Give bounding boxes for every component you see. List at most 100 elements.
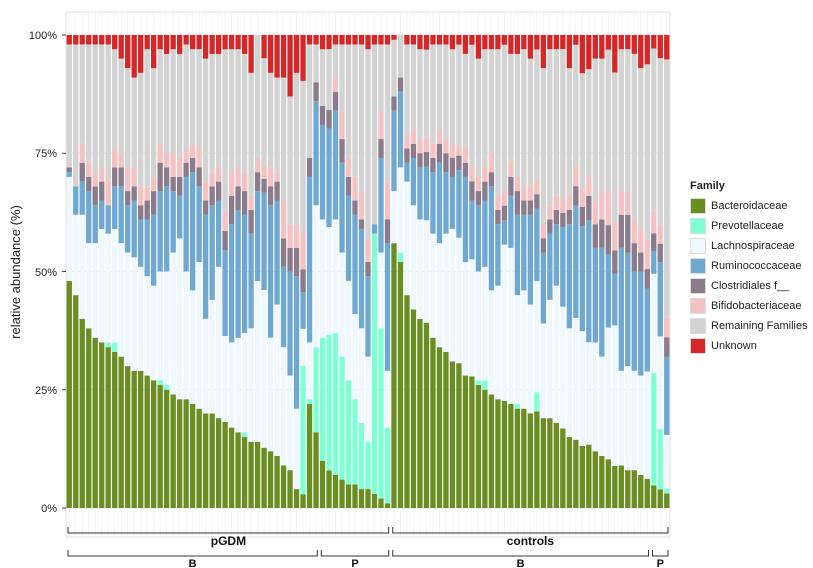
bar-segment-clostridiales-f xyxy=(176,176,183,196)
legend-item-remaining-families: Remaining Families xyxy=(690,316,808,336)
bar-segment-ruminococcaceae xyxy=(430,172,436,234)
bar-segment-lachnospiraceae xyxy=(521,290,527,409)
bar-segment-ruminococcaceae xyxy=(612,273,618,326)
bar-segment-lachnospiraceae xyxy=(547,299,553,419)
bar-segment-ruminococcaceae xyxy=(547,233,553,300)
bar-segment-remaining-families xyxy=(170,49,176,154)
bar-segment-bifidobacteriaceae xyxy=(664,317,670,338)
bar-segment-unknown xyxy=(534,35,540,50)
bar-segment-bifidobacteriaceae xyxy=(79,143,85,163)
bar-segment-unknown xyxy=(365,35,371,50)
bar-segment-ruminococcaceae xyxy=(105,205,111,234)
bar-segment-clostridiales-f xyxy=(482,181,488,201)
bar-segment-prevotellaceae xyxy=(475,380,482,386)
bar-segment-remaining-families xyxy=(651,48,657,211)
bar-segment-unknown xyxy=(540,35,547,69)
bar-segment-ruminococcaceae xyxy=(456,170,462,238)
bar-segment-clostridiales-f xyxy=(469,181,475,201)
bar-segment-unknown xyxy=(644,35,650,65)
bar-segment-unknown xyxy=(391,35,397,40)
bar-segment-bacteroidaceae xyxy=(86,328,92,508)
bar-segment-unknown xyxy=(371,35,378,45)
bar-segment-bacteroidaceae xyxy=(657,489,663,508)
bar-segment-ruminococcaceae xyxy=(228,224,235,343)
bar-segment-remaining-families xyxy=(209,53,215,173)
bar-segment-unknown xyxy=(196,35,202,50)
bar-segment-clostridiales-f xyxy=(599,219,605,248)
bar-segment-remaining-families xyxy=(138,72,144,187)
bar-segment-remaining-families xyxy=(313,44,319,83)
bar-segment-ruminococcaceae xyxy=(189,172,196,291)
bar-segment-unknown xyxy=(118,35,124,59)
bar-segment-unknown xyxy=(280,35,287,78)
bar-segment-unknown xyxy=(112,35,118,50)
bar-segment-unknown xyxy=(352,35,358,45)
bar-segment-remaining-families xyxy=(92,44,98,173)
bar-segment-bifidobacteriaceae xyxy=(118,153,124,168)
bar-segment-lachnospiraceae xyxy=(222,336,228,422)
legend-title: Family xyxy=(690,180,725,192)
bar-segment-clostridiales-f xyxy=(534,194,540,209)
bar-segment-unknown xyxy=(612,35,618,73)
bar-segment-clostridiales-f xyxy=(326,109,332,129)
bar-segment-ruminococcaceae xyxy=(196,186,202,263)
bar-segment-clostridiales-f xyxy=(151,191,157,215)
bar-segment-bacteroidaceae xyxy=(410,309,417,508)
bar-segment-prevotellaceae xyxy=(384,427,391,504)
bar-segment-clostridiales-f xyxy=(287,247,293,272)
bar-segment-bacteroidaceae xyxy=(319,460,326,508)
bar-segment-clostridiales-f xyxy=(131,186,137,201)
bar-segment-clostridiales-f xyxy=(66,167,72,173)
bar-segment-bifidobacteriaceae xyxy=(189,143,196,158)
bar-segment-ruminococcaceae xyxy=(631,271,637,371)
bar-segment-remaining-families xyxy=(241,53,248,173)
bar-segment-bifidobacteriaceae xyxy=(482,167,488,182)
bar-segment-remaining-families xyxy=(319,49,326,106)
bar-segment-ruminococcaceae xyxy=(92,205,98,244)
bar-segment-ruminococcaceae xyxy=(410,157,417,206)
bar-segment-prevotellaceae xyxy=(358,422,365,490)
bar-segment-remaining-families xyxy=(202,58,209,182)
legend-item-ruminococcaceae: Ruminococcaceae xyxy=(690,256,808,276)
bar-segment-remaining-families xyxy=(125,68,131,168)
bar-segment-remaining-families xyxy=(625,49,631,192)
bar-segment-lachnospiraceae xyxy=(566,328,572,438)
bar-segment-bacteroidaceae xyxy=(462,375,469,508)
bar-segment-clostridiales-f xyxy=(430,157,436,173)
bar-segment-clostridiales-f xyxy=(170,176,176,192)
bar-segment-ruminococcaceae xyxy=(73,186,79,215)
bar-segment-clostridiales-f xyxy=(586,195,592,221)
bar-segment-bacteroidaceae xyxy=(644,478,650,508)
bar-segment-remaining-families xyxy=(599,58,605,192)
bar-segment-clostridiales-f xyxy=(508,176,514,196)
bar-segment-unknown xyxy=(358,35,365,45)
bar-segment-clostridiales-f xyxy=(248,210,254,234)
bar-segment-bacteroidaceae xyxy=(488,394,495,508)
y-tick-label: 25% xyxy=(35,385,57,397)
bar-segment-bacteroidaceae xyxy=(553,422,560,508)
bar-segment-lachnospiraceae xyxy=(495,285,501,400)
bar-segment-bifidobacteriaceae xyxy=(605,191,611,226)
bar-segment-clostridiales-f xyxy=(501,205,508,221)
bar-segment-bifidobacteriaceae xyxy=(423,137,430,153)
bar-segment-bifidobacteriaceae xyxy=(534,179,540,195)
bar-segment-bacteroidaceae xyxy=(66,280,72,508)
bar-segment-ruminococcaceae xyxy=(332,110,339,220)
bar-segment-clostridiales-f xyxy=(462,162,469,177)
bar-segment-lachnospiraceae xyxy=(280,347,287,466)
bar-segment-ruminococcaceae xyxy=(488,186,495,291)
bar-segment-unknown xyxy=(105,35,111,45)
bar-segment-clostridiales-f xyxy=(488,172,495,187)
bar-segment-ruminococcaceae xyxy=(151,214,157,286)
bar-segment-ruminococcaceae xyxy=(469,200,475,260)
bar-segment-lachnospiraceae xyxy=(332,219,339,333)
bar-segment-unknown xyxy=(495,35,501,50)
bar-segment-lachnospiraceae xyxy=(345,280,352,381)
bar-segment-lachnospiraceae xyxy=(300,328,306,366)
legend-label: Lachnospiraceae xyxy=(711,240,795,252)
bar-segment-bacteroidaceae xyxy=(638,474,644,508)
bar-segment-lachnospiraceae xyxy=(79,214,85,319)
bar-segment-ruminococcaceae xyxy=(280,266,287,348)
group-label: pGDM xyxy=(211,534,246,548)
